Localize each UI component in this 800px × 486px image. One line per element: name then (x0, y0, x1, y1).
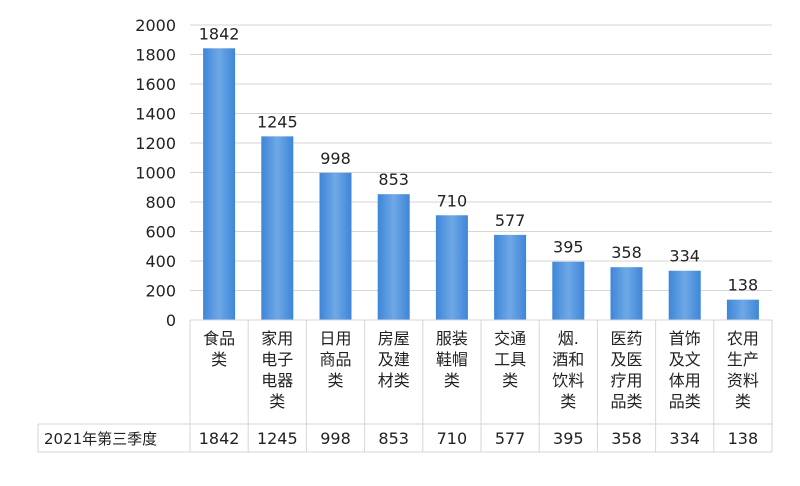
bar (668, 270, 701, 320)
bar (203, 48, 236, 321)
y-tick-label: 1000 (135, 164, 176, 183)
data-label: 710 (437, 191, 468, 210)
data-labels: 1842 1245 998 853 710 577 395 358 334 138 (199, 24, 758, 294)
category-label: 首饰及文体用品类 (669, 329, 701, 411)
bar (552, 261, 585, 320)
y-tick-label: 400 (145, 252, 176, 271)
table-value: 710 (437, 429, 468, 448)
y-tick-label: 0 (166, 311, 176, 330)
data-label: 358 (611, 243, 642, 262)
series-name: 2021年第三季度 (44, 430, 157, 448)
data-label: 395 (553, 238, 584, 257)
y-tick-label: 800 (145, 193, 176, 212)
data-label: 334 (669, 247, 700, 266)
category-label: 交通工具类 (494, 329, 526, 390)
category-label: 烟.酒和饮料类 (552, 329, 584, 411)
bar (319, 172, 352, 320)
data-label: 138 (728, 276, 759, 295)
table-value: 853 (378, 429, 409, 448)
table-value: 998 (320, 429, 351, 448)
y-tick-label: 200 (145, 282, 176, 301)
table-value: 138 (728, 429, 759, 448)
y-tick-label: 1400 (135, 105, 176, 124)
category-label: 日用商品类 (319, 329, 351, 390)
table-value: 1842 (199, 429, 240, 448)
data-label: 1842 (199, 24, 240, 43)
table-value: 358 (611, 429, 642, 448)
y-tick-label: 1800 (135, 46, 176, 65)
y-tick-label: 2000 (135, 16, 176, 35)
bar (610, 267, 643, 320)
y-tick-label: 1200 (135, 134, 176, 153)
y-tick-label: 600 (145, 223, 176, 242)
bars (203, 48, 759, 321)
category-label: 食品类 (203, 329, 235, 369)
category-label: 农用生产资料类 (727, 329, 759, 411)
category-label: 医药及医疗用品类 (610, 329, 642, 411)
data-label: 1245 (257, 112, 298, 131)
category-label: 家用电子电器类 (261, 329, 293, 411)
category-label: 服装鞋帽类 (436, 329, 468, 390)
y-axis: 0 200 400 600 800 1000 1200 1400 1600 1800 2000 (135, 16, 176, 330)
table-value: 1245 (257, 429, 298, 448)
category-label: 房屋及建材类 (378, 329, 410, 390)
y-tick-label: 1600 (135, 75, 176, 94)
bar (726, 299, 759, 320)
data-label: 853 (378, 170, 409, 189)
bar (377, 194, 410, 320)
data-table: 食品类家用电子电器类日用商品类房屋及建材类服装鞋帽类交通工具类烟.酒和饮料类医药… (37, 319, 773, 453)
bar (494, 234, 527, 320)
table-value: 577 (495, 429, 526, 448)
data-label: 998 (320, 149, 351, 168)
bar (435, 215, 468, 320)
table-value: 395 (553, 429, 584, 448)
table-value: 334 (669, 429, 700, 448)
data-label: 577 (495, 211, 526, 230)
bar (261, 136, 294, 320)
